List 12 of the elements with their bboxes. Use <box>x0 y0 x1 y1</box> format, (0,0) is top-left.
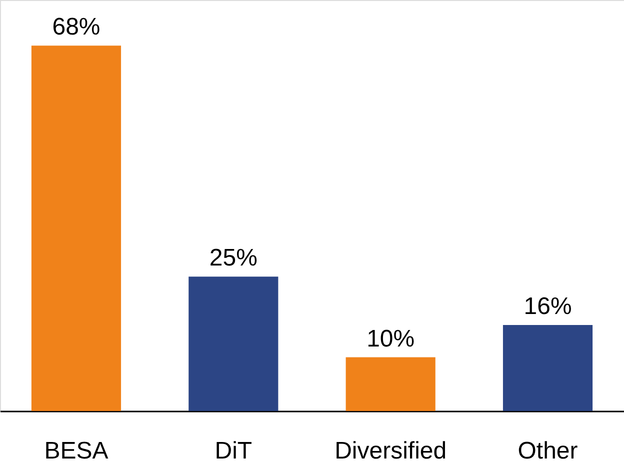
data-label: 16% <box>524 293 572 320</box>
bar <box>31 46 122 411</box>
data-label: 25% <box>209 244 258 272</box>
x-tick-label: DiT <box>214 438 252 464</box>
x-tick-label: BESA <box>44 438 108 464</box>
data-label: 68% <box>52 14 100 41</box>
data-label: 10% <box>366 325 415 352</box>
x-tick-label: Diversified <box>334 438 447 464</box>
bar <box>346 357 436 411</box>
bar <box>188 276 278 411</box>
bar <box>502 325 593 411</box>
x-tick-label: Other <box>518 438 578 464</box>
